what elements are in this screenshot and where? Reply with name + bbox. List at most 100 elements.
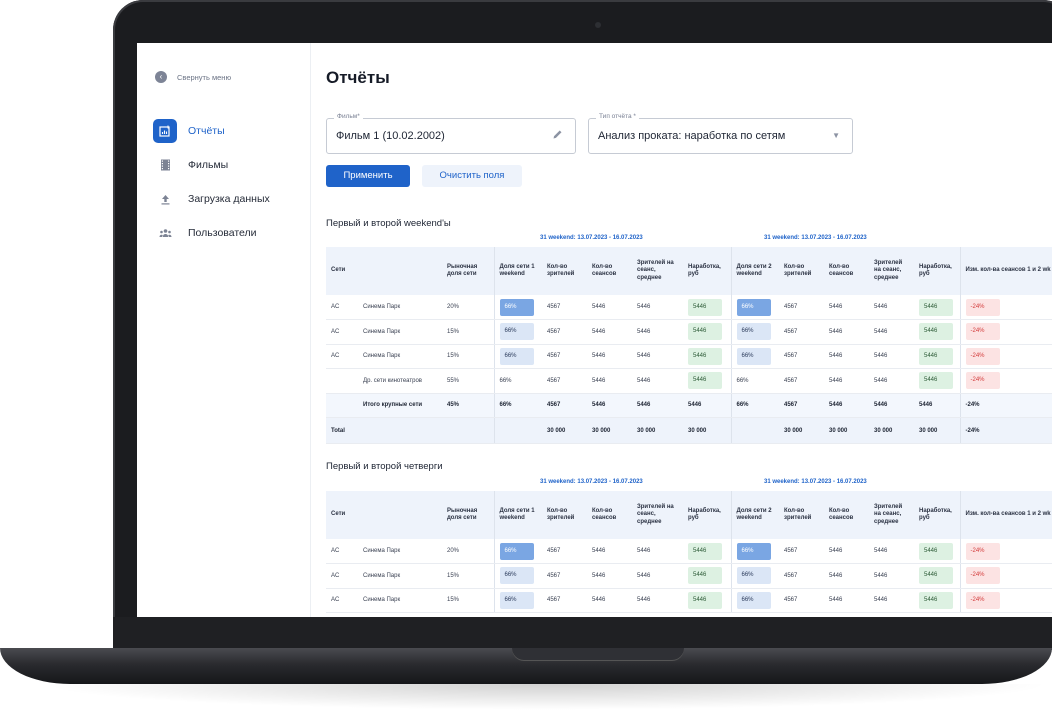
table-cell: 66% xyxy=(493,319,542,345)
table-cell: 5446 xyxy=(824,393,869,418)
table-cell: Синема Парк xyxy=(358,344,442,369)
column-header: Кол-во зрителей xyxy=(542,247,587,295)
table-cell: 5446 xyxy=(683,588,731,613)
table-cell: 66% xyxy=(730,344,779,369)
table-cell: 5446 xyxy=(632,344,683,369)
table-cell: -24% xyxy=(959,295,1052,320)
report-table: Сети Рыночная доля сети Доля сети 1 weeken… xyxy=(326,491,1052,613)
value-chip: 5446 xyxy=(919,372,953,390)
chevron-left-icon: ‹ xyxy=(155,71,167,83)
film-field[interactable]: Фильм* Фильм 1 (10.02.2002) xyxy=(326,113,576,154)
sidebar-item-films[interactable]: Фильмы xyxy=(153,152,270,178)
table-cell: 15% xyxy=(442,319,494,345)
table-cell: 20% xyxy=(442,539,494,564)
table-cell: -24% xyxy=(959,319,1052,345)
table-cell: 5446 xyxy=(824,588,869,613)
table-cell: 5446 xyxy=(632,588,683,613)
table-row[interactable]: AC Синема Парк 15% 66% 4567 5446 5446 5446 66% 45… xyxy=(326,563,1052,589)
value-chip: 66% xyxy=(499,298,534,316)
sidebar-item-users[interactable]: Пользователи xyxy=(153,220,270,246)
subtotal-row: Итого крупные сети 45% 66% 4567 5446 5446 5446… xyxy=(326,393,1052,418)
table-row[interactable]: AC Синема Парк 20% 66% 4567 5446 5446 5446 66% 45… xyxy=(326,295,1052,320)
table-cell: 4567 xyxy=(542,368,587,394)
table-cell: -24% xyxy=(959,563,1052,589)
table-row[interactable]: AC Синема Парк 15% 66% 4567 5446 5446 5446 66% 45… xyxy=(326,319,1052,345)
column-header: Наработка, руб xyxy=(914,491,960,539)
table-cell: 5446 xyxy=(632,319,683,345)
clear-fields-button[interactable]: Очистить поля xyxy=(422,165,522,187)
table-cell: 5446 xyxy=(587,539,632,564)
table-cell: 4567 xyxy=(542,539,587,564)
table-cell: 5446 xyxy=(869,539,914,564)
film-field-value: Фильм 1 (10.02.2002) xyxy=(336,130,445,142)
table-cell: 4567 xyxy=(779,539,824,564)
table-cell: 55% xyxy=(442,368,494,394)
table-cell: 5446 xyxy=(914,295,960,320)
table-cell: 5446 xyxy=(869,368,914,394)
column-header: Зрителей на сеанс, среднее xyxy=(869,247,914,295)
table-cell: 66% xyxy=(493,295,542,320)
table-cell: 5446 xyxy=(869,563,914,589)
table-cell: 66% xyxy=(493,563,542,589)
total-row: Total 30 000 30 000 30 000 30 000 30 000 30 00… xyxy=(326,417,1052,444)
table-cell: -24% xyxy=(959,344,1052,369)
value-chip: 66% xyxy=(499,323,534,341)
table-cell: Синема Парк xyxy=(358,539,442,564)
table-cell: 5446 xyxy=(869,393,914,418)
value-chip: 5446 xyxy=(688,542,722,560)
column-header: Кол-во зрителей xyxy=(779,247,824,295)
table-cell xyxy=(326,368,358,394)
column-header: Наработка, руб xyxy=(683,491,731,539)
table-row[interactable]: AC Синема Парк 15% 66% 4567 5446 5446 5446 66% 45… xyxy=(326,588,1052,613)
table-cell: 4567 xyxy=(542,588,587,613)
column-header: Рыночная доля сети xyxy=(442,247,494,295)
column-header: Наработка, руб xyxy=(914,247,960,295)
table-row[interactable]: AC Синема Парк 20% 66% 4567 5446 5446 5446 66% 45… xyxy=(326,539,1052,564)
table-cell: 5446 xyxy=(824,539,869,564)
table-cell: 66% xyxy=(730,319,779,345)
table-cell: 30 000 xyxy=(683,417,731,444)
main-content: Отчёты Фильм* Фильм 1 (10.02.2002) Тип о… xyxy=(326,43,1052,617)
table-cell: 5446 xyxy=(587,588,632,613)
section-title: Первый и второй weekend'ы xyxy=(326,218,451,229)
table-cell: 5446 xyxy=(587,393,632,418)
value-chip: 66% xyxy=(736,347,771,365)
table-cell: 66% xyxy=(493,344,542,369)
value-chip: 5446 xyxy=(919,542,953,560)
apply-button[interactable]: Применить xyxy=(326,165,410,187)
table-row[interactable]: AC Синема Парк 15% 66% 4567 5446 5446 5446 66% 45… xyxy=(326,344,1052,369)
column-header: Сети xyxy=(326,247,442,295)
value-chip: 5446 xyxy=(919,298,953,316)
edit-icon[interactable] xyxy=(552,129,563,143)
sidebar-item-upload[interactable]: Загрузка данных xyxy=(153,186,270,212)
upload-icon xyxy=(153,187,177,211)
value-chip: -24% xyxy=(965,347,1000,365)
sidebar-item-reports[interactable]: Отчёты xyxy=(153,118,270,144)
table-cell: 5446 xyxy=(632,563,683,589)
table-cell: AC xyxy=(326,344,358,369)
column-header: Зрителей на сеанс, среднее xyxy=(632,491,683,539)
table-cell: 5446 xyxy=(824,295,869,320)
table-cell: 5446 xyxy=(632,539,683,564)
screen-bezel xyxy=(113,617,1052,650)
value-chip: -24% xyxy=(965,567,1000,585)
table-cell: 5446 xyxy=(869,295,914,320)
value-chip: 66% xyxy=(736,323,771,341)
column-header: Зрителей на сеанс, среднее xyxy=(869,491,914,539)
report-type-value: Анализ проката: наработка по сетям xyxy=(598,130,786,142)
table-row[interactable]: Др. сети кинотеатров 55% 66% 4567 5446 5446 54… xyxy=(326,368,1052,394)
report-type-label: Тип отчёта * xyxy=(596,113,639,120)
value-chip: 5446 xyxy=(688,347,722,365)
table-cell: 30 000 xyxy=(824,417,869,444)
table-cell: 5446 xyxy=(914,539,960,564)
collapse-menu-button[interactable]: ‹ Свернуть меню xyxy=(155,71,231,83)
table-cell: 4567 xyxy=(542,319,587,345)
table-cell: 66% xyxy=(730,539,779,564)
column-header: Кол-во сеансов xyxy=(824,247,869,295)
table-cell: 5446 xyxy=(914,393,960,418)
table-cell: 45% xyxy=(442,393,494,418)
table-cell: 5446 xyxy=(824,319,869,345)
table-cell: Синема Парк xyxy=(358,319,442,345)
report-type-select[interactable]: Тип отчёта * Анализ проката: наработка п… xyxy=(588,113,853,154)
column-header: Кол-во зрителей xyxy=(779,491,824,539)
